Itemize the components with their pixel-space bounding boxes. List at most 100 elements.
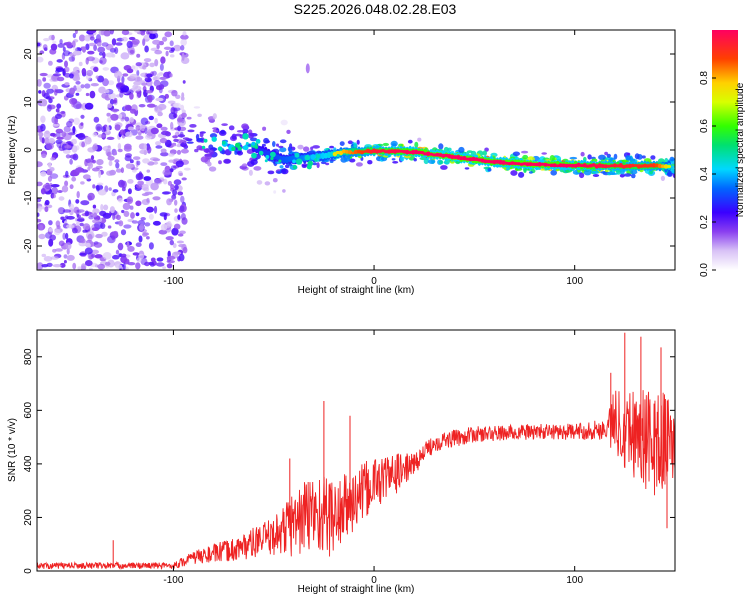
- spectral-blob: [447, 147, 452, 152]
- noise-blob: [106, 112, 111, 117]
- spectral-peak: [314, 158, 318, 162]
- noise-blob: [84, 247, 93, 255]
- noise-blob: [181, 177, 187, 181]
- spectral-blob: [464, 167, 470, 170]
- noise-blob: [167, 100, 176, 104]
- noise-blob: [154, 50, 163, 55]
- noise-blob: [180, 213, 186, 221]
- noise-blob: [51, 194, 57, 199]
- noise-blob: [60, 110, 66, 114]
- noise-blob: [37, 181, 43, 187]
- noise-blob: [175, 94, 181, 100]
- noise-blob: [139, 149, 148, 155]
- y-tick-label: 10: [23, 96, 34, 108]
- spectral-blob: [625, 155, 631, 161]
- noise-blob: [160, 223, 168, 231]
- noise-blob: [174, 199, 178, 206]
- noise-blob: [82, 229, 88, 233]
- spectral-blob: [224, 159, 231, 164]
- noise-blob: [116, 214, 121, 221]
- noise-blob: [121, 76, 125, 84]
- noise-blob: [44, 199, 50, 206]
- noise-blob: [173, 44, 182, 52]
- ridge-segment: [281, 156, 286, 164]
- spectral-blob: [343, 155, 351, 162]
- noise-blob: [74, 70, 79, 79]
- noise-blob: [121, 36, 128, 42]
- spectral-blob: [177, 125, 182, 132]
- spectral-blob: [619, 173, 625, 178]
- noise-blob: [119, 129, 126, 135]
- noise-blob: [155, 97, 164, 102]
- noise-blob: [152, 76, 158, 81]
- noise-blob: [65, 41, 73, 48]
- noise-blob: [100, 30, 105, 36]
- noise-blob: [143, 176, 152, 181]
- noise-blob: [138, 131, 142, 136]
- ridge-segment: [663, 164, 669, 169]
- noise-blob: [153, 80, 161, 87]
- noise-blob: [175, 160, 184, 168]
- noise-blob: [146, 103, 156, 108]
- noise-blob: [64, 145, 72, 149]
- spectral-blob: [272, 141, 276, 147]
- spectral-blob: [176, 149, 182, 155]
- noise-blob: [38, 131, 44, 137]
- noise-blob: [147, 95, 153, 103]
- noise-blob: [77, 266, 82, 270]
- noise-blob: [50, 157, 56, 161]
- noise-blob: [145, 89, 153, 94]
- noise-blob: [129, 117, 134, 123]
- noise-blob: [112, 230, 119, 236]
- noise-blob: [94, 264, 99, 268]
- spectral-blob: [518, 171, 525, 178]
- noise-blob: [179, 230, 186, 235]
- noise-blob: [87, 50, 95, 55]
- noise-blob: [98, 86, 106, 94]
- noise-blob: [55, 67, 64, 72]
- noise-blob: [88, 42, 97, 47]
- noise-blob: [180, 45, 185, 51]
- noise-blob: [77, 132, 86, 141]
- noise-blob: [95, 233, 103, 239]
- noise-blob: [140, 31, 146, 36]
- noise-blob: [127, 179, 134, 184]
- noise-blob: [111, 38, 117, 46]
- spectral-peak: [304, 154, 311, 161]
- noise-blob: [114, 124, 121, 131]
- noise-blob: [101, 42, 109, 47]
- noise-blob: [80, 263, 87, 270]
- noise-blob: [156, 257, 164, 262]
- noise-blob: [174, 208, 178, 213]
- noise-blob: [173, 107, 178, 115]
- noise-blob: [110, 113, 119, 121]
- noise-blob: [87, 147, 96, 153]
- noise-blob: [71, 138, 77, 145]
- noise-blob: [180, 38, 187, 46]
- noise-blob: [126, 196, 134, 204]
- noise-blob: [135, 125, 141, 131]
- noise-blob: [150, 182, 159, 191]
- noise-blob: [72, 227, 78, 234]
- noise-blob: [122, 73, 129, 77]
- noise-blob: [59, 262, 66, 268]
- noise-blob: [122, 202, 131, 210]
- noise-blob: [155, 141, 161, 146]
- noise-blob: [124, 155, 132, 162]
- noise-blob: [42, 44, 48, 51]
- spectral-blob: [236, 150, 243, 156]
- noise-blob: [72, 262, 77, 270]
- noise-blob: [171, 90, 178, 97]
- spectral-blob: [458, 146, 465, 154]
- noise-blob: [93, 116, 100, 123]
- noise-blob: [117, 148, 123, 153]
- noise-blob: [90, 83, 99, 87]
- y-tick-label: 800: [23, 348, 34, 365]
- noise-blob: [106, 125, 110, 133]
- spectral-blob: [339, 141, 345, 147]
- noise-blob: [165, 50, 169, 57]
- noise-blob: [163, 178, 168, 185]
- spectral-blob: [305, 63, 310, 74]
- spectral-blob: [392, 161, 399, 164]
